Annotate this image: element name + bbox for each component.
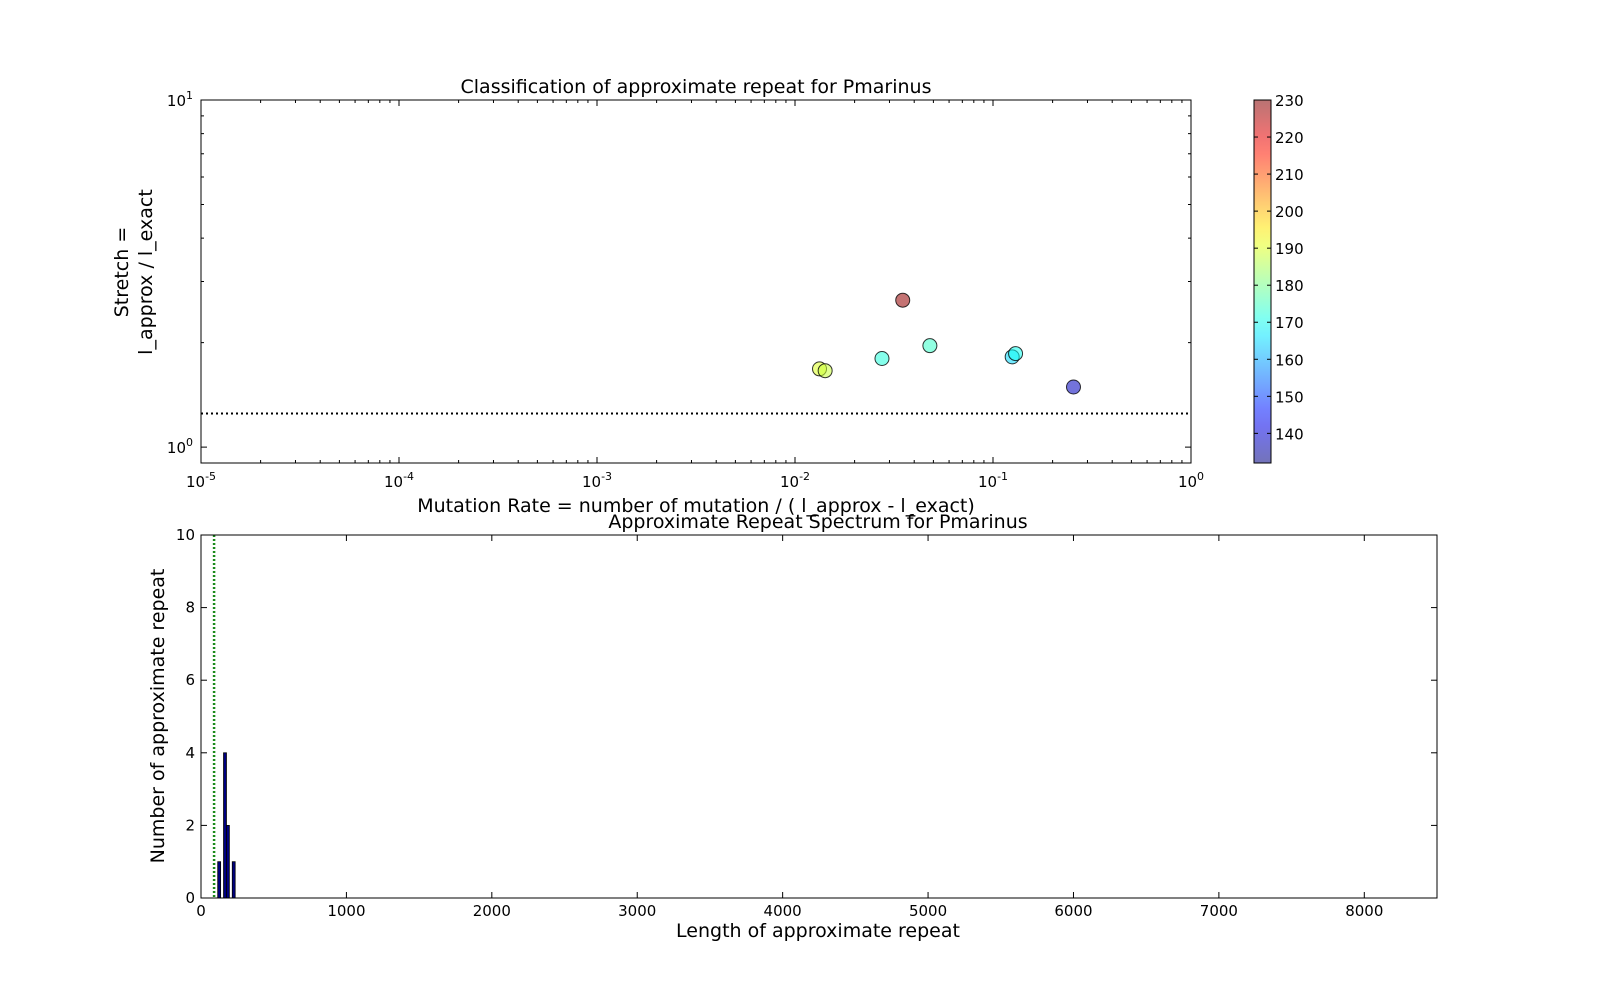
- colorbar-tick-label-5: 180: [1275, 277, 1304, 295]
- colorbar-tick-label-7: 200: [1275, 203, 1304, 221]
- histogram-y-tick-label-2: 2: [185, 816, 195, 834]
- histogram-y-axis: 0 2 4 6 8 10: [176, 526, 1437, 907]
- scatter-x-tick-label-2: 10-4: [384, 470, 414, 491]
- colorbar-tick-label-2: 150: [1275, 388, 1304, 406]
- scatter-x-tick-label-5: 10-1: [978, 470, 1008, 491]
- histogram-y-tick-label-5: 8: [185, 599, 195, 617]
- scatter-point-3: [874, 351, 890, 367]
- colorbar-tick-label-9: 220: [1275, 129, 1304, 147]
- histogram-bar-1: [217, 861, 222, 899]
- histogram-plot-frame: [200, 534, 1438, 899]
- scatter-points: [812, 292, 1081, 395]
- scatter-chart-title: Classification of approximate repeat for…: [461, 76, 932, 98]
- scatter-y-axis-label-line-1: Stretch =: [111, 227, 133, 318]
- colorbar-tick-label-10: 230: [1275, 92, 1304, 110]
- histogram-chart-title: Approximate Repeat Spectrum for Pmarinus: [608, 511, 1027, 533]
- colorbar: 140 150 160 170 180 190 200 210 220 230: [1253, 92, 1304, 464]
- histogram-y-axis-label: Number of approximate repeat: [147, 569, 169, 864]
- scatter-chart: Classification of approximate repeat for…: [111, 76, 1304, 517]
- scatter-y-tick-label-2: 101: [167, 89, 193, 110]
- histogram-y-tick-label-3: 4: [185, 744, 195, 762]
- scatter-y-axis-label: Stretch = l_approx / l_exact: [111, 189, 157, 355]
- scatter-point-4: [895, 292, 911, 308]
- histogram-bar-2: [223, 752, 227, 899]
- histogram-x-tick-label-2: 1000: [327, 902, 365, 920]
- scatter-point-5: [922, 338, 938, 354]
- scatter-plot-frame: [200, 99, 1192, 464]
- histogram-y-tick-label-1: 0: [185, 889, 195, 907]
- scatter-y-axis-label-line-2: l_approx / l_exact: [135, 189, 157, 355]
- histogram-x-tick-label-3: 2000: [473, 902, 511, 920]
- colorbar-tick-label-8: 210: [1275, 166, 1304, 184]
- colorbar-gradient: [1253, 99, 1272, 464]
- histogram-x-tick-label-5: 4000: [764, 902, 802, 920]
- scatter-x-tick-label-6: 100: [1178, 470, 1204, 491]
- histogram-y-tick-label-6: 10: [176, 526, 195, 544]
- histogram-bar-4: [231, 861, 236, 899]
- scatter-x-tick-label-3: 10-3: [582, 470, 612, 491]
- histogram-x-tick-label-7: 6000: [1054, 902, 1092, 920]
- histogram-bars: [217, 752, 236, 899]
- scatter-point-7: [1008, 346, 1024, 362]
- colorbar-ticks: 140 150 160 170 180 190 200 210 220 230: [1254, 92, 1304, 443]
- colorbar-tick-label-6: 190: [1275, 240, 1304, 258]
- colorbar-tick-label-1: 140: [1275, 425, 1304, 443]
- scatter-x-tick-label-1: 10-5: [186, 470, 216, 491]
- histogram-chart: Approximate Repeat Spectrum for Pmarinus…: [147, 511, 1438, 942]
- histogram-bar-3: [226, 825, 230, 899]
- histogram-x-axis: 0 1000 2000 3000 4000 5000 6000 7000 8000: [196, 535, 1383, 920]
- histogram-x-tick-label-9: 8000: [1345, 902, 1383, 920]
- histogram-x-tick-label-6: 5000: [909, 902, 947, 920]
- histogram-x-axis-label: Length of approximate repeat: [676, 920, 960, 942]
- histogram-x-tick-label-1: 0: [196, 902, 206, 920]
- colorbar-tick-label-3: 160: [1275, 351, 1304, 369]
- scatter-y-tick-label-1: 100: [167, 436, 193, 457]
- scatter-y-axis: 100 101: [167, 89, 1191, 464]
- scatter-point-2: [817, 363, 833, 379]
- histogram-x-tick-label-4: 3000: [618, 902, 656, 920]
- scatter-point-8: [1065, 379, 1081, 395]
- scatter-x-axis-label: Mutation Rate = number of mutation / ( l…: [417, 495, 975, 517]
- histogram-x-tick-label-8: 7000: [1200, 902, 1238, 920]
- scatter-x-tick-label-4: 10-2: [780, 470, 810, 491]
- scatter-x-axis: 10-5 10-4 10-3 10-2 10-1 100: [186, 100, 1204, 491]
- histogram-y-tick-label-4: 6: [185, 671, 195, 689]
- colorbar-tick-label-4: 170: [1275, 314, 1304, 332]
